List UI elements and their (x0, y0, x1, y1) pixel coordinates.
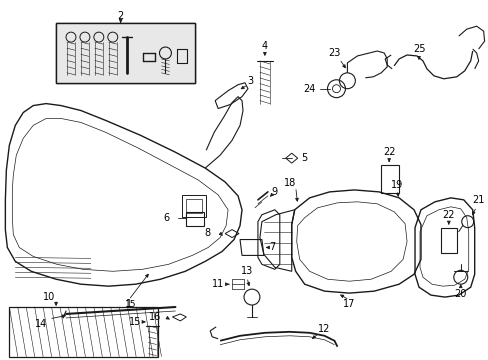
Text: 20: 20 (454, 289, 466, 299)
Text: 15: 15 (129, 317, 142, 327)
Text: 18: 18 (283, 178, 295, 188)
Text: 22: 22 (382, 147, 395, 157)
Text: 24: 24 (303, 84, 315, 94)
Text: 10: 10 (43, 292, 55, 302)
Text: 23: 23 (327, 48, 340, 58)
Bar (56, 23, 195, 83)
Bar (381, 165, 398, 193)
Text: 8: 8 (203, 228, 210, 238)
Text: 6: 6 (163, 213, 169, 223)
Bar (9, 307, 158, 357)
Text: 19: 19 (390, 180, 403, 190)
Text: 14: 14 (35, 319, 47, 329)
Text: 5: 5 (301, 153, 307, 163)
Text: 22: 22 (442, 210, 454, 220)
Text: 15: 15 (124, 300, 136, 309)
Text: 1: 1 (125, 299, 131, 309)
Bar (186, 199, 202, 213)
Bar (440, 228, 456, 253)
Bar (56, 23, 195, 83)
Bar (182, 195, 206, 217)
Text: 7: 7 (268, 243, 274, 252)
Text: 9: 9 (271, 187, 277, 197)
Text: 21: 21 (471, 195, 484, 205)
Text: 4: 4 (261, 41, 267, 51)
Text: 13: 13 (241, 266, 253, 276)
Text: 2: 2 (117, 11, 123, 21)
Bar (186, 212, 204, 226)
Text: 11: 11 (212, 279, 224, 289)
Text: 25: 25 (412, 44, 425, 54)
Text: 12: 12 (318, 324, 330, 334)
Text: 17: 17 (343, 299, 355, 309)
Text: 3: 3 (246, 76, 252, 86)
Text: 16: 16 (149, 312, 162, 322)
